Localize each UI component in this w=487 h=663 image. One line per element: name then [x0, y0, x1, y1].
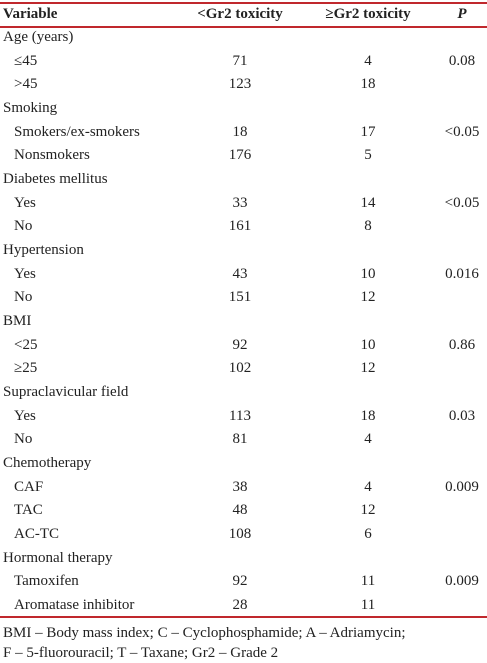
row-label: CAF [14, 478, 44, 495]
group-label: Chemotherapy [3, 455, 92, 472]
cell: 12 [360, 360, 376, 377]
header-rule [0, 26, 487, 28]
cell: <0.05 [444, 123, 480, 140]
group-label: Supraclavicular field [3, 384, 129, 401]
cell: 0.08 [448, 52, 476, 69]
row-label: AC-TC [14, 526, 59, 543]
row-label: Yes [14, 194, 36, 211]
group-label: Hormonal therapy [3, 549, 113, 566]
cell: 0.009 [445, 573, 479, 590]
cell: 48 [232, 502, 248, 519]
cell: 0.86 [448, 336, 476, 353]
cell: 28 [232, 597, 248, 614]
cell: 113 [229, 407, 251, 424]
row-label: >45 [14, 76, 38, 93]
row-label: No [14, 431, 33, 448]
cell: 92 [232, 573, 248, 590]
row-label: ≤45 [14, 52, 38, 69]
cell: 4 [364, 52, 372, 69]
group-label: Hypertension [3, 242, 84, 259]
row-label: Yes [14, 407, 36, 424]
cell: 71 [232, 52, 248, 69]
cell: 92 [232, 336, 248, 353]
row-label: Smokers/ex-smokers [14, 123, 140, 140]
row-label: Tamoxifen [14, 573, 79, 590]
group-label: BMI [3, 313, 32, 330]
cell: 12 [360, 289, 376, 306]
cell: 6 [364, 526, 372, 543]
group-label: Age (years) [3, 29, 74, 45]
row-label: ≥25 [14, 360, 38, 377]
cell: 18 [360, 407, 376, 424]
cell: 33 [232, 194, 248, 211]
cell: 11 [360, 597, 376, 614]
cell: 81 [232, 431, 248, 448]
cell: 18 [232, 123, 248, 140]
row-label: Aromatase inhibitor [14, 597, 135, 614]
cell: 11 [360, 573, 376, 590]
cell: 161 [228, 218, 252, 235]
cell: 12 [360, 502, 376, 519]
top-rule [0, 2, 487, 4]
cell: 4 [364, 431, 372, 448]
row-label: TAC [14, 502, 43, 519]
footnote: F – 5-fluorouracil; T – Taxane; Gr2 – Gr… [3, 645, 279, 661]
column-header: Variable [3, 6, 58, 22]
bottom-rule [0, 616, 487, 618]
row-label: Nonsmokers [14, 147, 90, 164]
cell: 102 [228, 360, 252, 377]
cell: 8 [364, 218, 372, 235]
cell: 0.016 [445, 265, 479, 282]
cell: 0.009 [445, 478, 479, 495]
cell: 14 [360, 194, 376, 211]
column-header: <Gr2 toxicity [197, 6, 283, 22]
cell: 38 [232, 478, 248, 495]
cell: 5 [364, 147, 372, 164]
row-label: Yes [14, 265, 36, 282]
row-label: No [14, 289, 33, 306]
row-label: No [14, 218, 33, 235]
cell: 10 [360, 336, 376, 353]
cell: 0.03 [448, 407, 476, 424]
cell: 18 [360, 76, 376, 93]
cell: 123 [228, 76, 252, 93]
column-header: P [457, 6, 467, 22]
cell: 10 [360, 265, 376, 282]
cell: 43 [232, 265, 248, 282]
cell: 4 [364, 478, 372, 495]
group-label: Diabetes mellitus [3, 171, 108, 188]
footnote: BMI – Body mass index; C – Cyclophospham… [3, 625, 406, 641]
cell: 151 [228, 289, 252, 306]
cell: 17 [360, 123, 376, 140]
cell: 108 [228, 526, 252, 543]
row-label: <25 [14, 336, 38, 353]
group-label: Smoking [3, 100, 58, 116]
cell: <0.05 [444, 194, 480, 211]
column-header: ≥Gr2 toxicity [325, 6, 411, 22]
cell: 176 [228, 147, 252, 164]
